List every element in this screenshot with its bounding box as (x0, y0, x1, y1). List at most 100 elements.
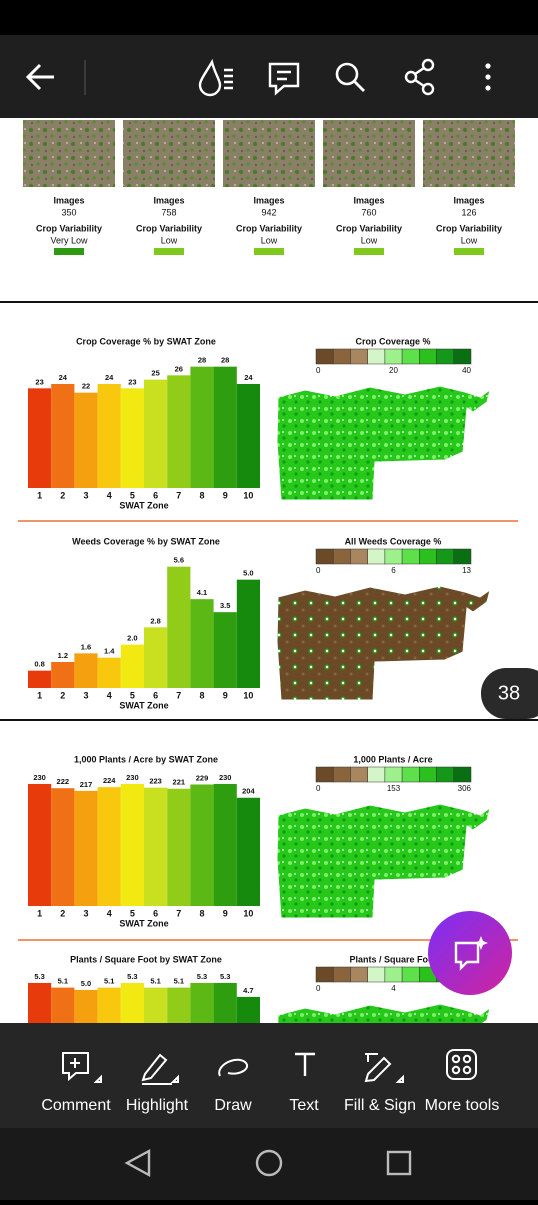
bar (28, 783, 52, 906)
scale-swatch (367, 766, 386, 783)
value-label: 5.6 (174, 556, 184, 565)
bar (190, 366, 214, 488)
x-tick-label: 4 (107, 490, 112, 500)
value-label: 25 (151, 369, 159, 378)
x-tick-label: 3 (83, 690, 88, 700)
scale-swatch (315, 548, 334, 565)
variability-label: Crop Variability (236, 223, 302, 233)
x-tick-label: 7 (176, 490, 181, 500)
scale-swatch (401, 548, 420, 565)
x-tick-label: 4 (107, 690, 112, 700)
chart-title: Plants / Square Foot by SWAT Zone (70, 954, 222, 964)
variability-swatch (54, 248, 84, 255)
nav-recents[interactable] (386, 1150, 412, 1176)
more-button[interactable] (485, 63, 491, 91)
chart-title: Weeds Coverage % by SWAT Zone (72, 536, 220, 546)
nav-home[interactable] (255, 1149, 283, 1177)
highlight-icon (141, 1053, 179, 1085)
value-label: 5.1 (150, 977, 160, 986)
page-number: 38 (498, 682, 520, 704)
variability-label: Crop Variability (336, 223, 402, 233)
value-label: 230 (219, 773, 232, 782)
images-label: Images (253, 195, 284, 205)
scale-swatch (367, 548, 386, 565)
x-tick-label: 9 (223, 490, 228, 500)
images-count: 126 (461, 207, 476, 217)
scale-swatch (332, 548, 351, 565)
bar (74, 790, 98, 906)
scale-tick-label: 0 (316, 984, 321, 993)
tool-label[interactable]: Draw (214, 1097, 252, 1114)
x-tick-label: 9 (223, 690, 228, 700)
x-axis-label: SWAT Zone (119, 918, 168, 928)
scale-tick-label: 40 (462, 366, 471, 375)
search-button[interactable] (335, 62, 365, 92)
bar (120, 388, 144, 488)
scale-swatch (367, 348, 386, 365)
images-label: Images (453, 195, 484, 205)
share-button[interactable] (404, 58, 435, 96)
bar (236, 579, 260, 688)
bar (190, 784, 214, 906)
images-count: 760 (361, 207, 376, 217)
map-title: Plants / Square Foot (349, 954, 436, 964)
value-label: 1.4 (104, 647, 115, 656)
scale-swatch (384, 966, 403, 983)
tool-label[interactable]: Text (289, 1097, 319, 1114)
value-label: 224 (103, 776, 116, 785)
overlays: 38 (428, 668, 538, 995)
scale-swatch (315, 766, 334, 783)
value-label: 5.3 (34, 972, 44, 981)
scale-tick-label: 20 (389, 366, 398, 375)
bar (51, 662, 75, 688)
text-icon (295, 1052, 315, 1076)
map-title: 1,000 Plants / Acre (353, 754, 432, 764)
tool-label[interactable]: More tools (425, 1097, 500, 1114)
scale-swatch (419, 348, 437, 365)
draw-icon (218, 1058, 248, 1077)
x-tick-label: 5 (130, 690, 135, 700)
scale-swatch (332, 348, 351, 365)
map-title: Crop Coverage % (355, 336, 430, 346)
tool-label[interactable]: Comment (41, 1097, 111, 1114)
x-tick-label: 1 (37, 490, 42, 500)
value-label: 0.8 (34, 660, 44, 669)
tool-label[interactable]: Fill & Sign (344, 1097, 416, 1114)
x-tick-label: 1 (37, 690, 42, 700)
variability-swatch (354, 248, 384, 255)
status-bar (0, 0, 538, 35)
comments-button[interactable] (268, 62, 300, 96)
scale-swatch (401, 966, 420, 983)
tool-label[interactable]: Highlight (126, 1097, 189, 1114)
value-label: 3.5 (220, 601, 230, 610)
nav-bar (0, 1128, 538, 1200)
x-tick-label: 1 (37, 908, 42, 918)
value-label: 28 (221, 356, 229, 365)
value-label: 23 (35, 377, 43, 386)
nav-back[interactable] (124, 1148, 151, 1178)
bar (97, 657, 121, 688)
scale-tick-label: 306 (458, 784, 472, 793)
x-tick-label: 5 (130, 490, 135, 500)
x-tick-label: 2 (60, 490, 65, 500)
scale-swatch (384, 766, 403, 783)
variability-value: Low (161, 235, 178, 245)
value-label: 1.6 (81, 642, 91, 651)
field-map (276, 585, 491, 701)
value-label: 24 (105, 373, 114, 382)
scale-swatch (367, 966, 386, 983)
x-tick-label: 10 (243, 490, 253, 500)
x-tick-label: 7 (176, 690, 181, 700)
x-tick-label: 9 (223, 908, 228, 918)
x-tick-label: 8 (199, 490, 204, 500)
value-label: 223 (149, 777, 162, 786)
bar (144, 787, 168, 906)
scale-swatch (436, 348, 455, 365)
variability-swatch (154, 248, 184, 255)
ai-assistant-button[interactable] (428, 911, 512, 995)
images-label: Images (353, 195, 384, 205)
back-button[interactable] (25, 63, 54, 91)
liquid-mode-button[interactable] (198, 58, 233, 97)
scale-swatch (315, 966, 334, 983)
images-count: 942 (261, 207, 276, 217)
